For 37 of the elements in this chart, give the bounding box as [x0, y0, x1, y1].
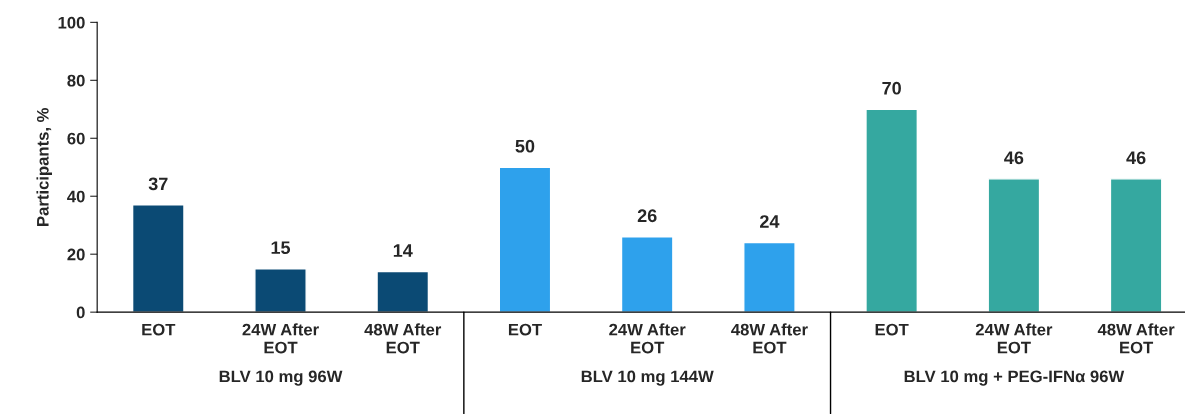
bar — [743, 241, 796, 313]
x-tick-label: 48W After EOT — [364, 323, 442, 354]
bar — [254, 267, 307, 313]
x-tick-label: EOT — [142, 323, 176, 336]
x-tick-label: 48W After EOT — [1097, 323, 1175, 354]
x-tick-label: 24W After EOT — [609, 323, 686, 354]
text: BLV 10 mg 96W — [219, 370, 343, 386]
data-label: 50 — [515, 139, 535, 153]
y-axis-title: Participants, % — [36, 107, 52, 226]
bar — [865, 108, 919, 313]
x-tick-label: 48W After EOT — [731, 323, 808, 354]
data-label: 70 — [882, 81, 901, 95]
y-tick-label: 80 — [67, 74, 85, 87]
data-label: 46 — [1004, 151, 1024, 165]
bar — [987, 178, 1041, 313]
bar — [498, 166, 552, 313]
data-label: 14 — [393, 244, 413, 257]
bar — [131, 204, 185, 313]
y-tick-label: 0 — [76, 306, 85, 319]
text: BLV 10 mg 144W — [581, 370, 714, 386]
x-tick-label: EOT — [875, 323, 909, 336]
y-tick-label: 100 — [58, 16, 85, 29]
y-tick-label: 40 — [67, 190, 85, 203]
y-tick-label: 60 — [67, 132, 85, 145]
data-label: 24 — [760, 215, 780, 228]
x-tick-label: EOT — [508, 323, 542, 336]
text: BLV 10 mg + PEG-IFNα 96W — [904, 370, 1125, 386]
data-label: 46 — [1126, 151, 1146, 165]
bar — [620, 236, 674, 313]
y-tick-label: 20 — [67, 248, 85, 261]
bar — [376, 270, 430, 313]
x-tick-label: 24W After EOT — [975, 323, 1053, 354]
x-tick-label: 24W After EOT — [242, 323, 319, 354]
bar — [1109, 178, 1163, 313]
data-label: 37 — [148, 177, 168, 191]
data-label: 26 — [637, 209, 657, 223]
data-label: 15 — [271, 241, 291, 255]
